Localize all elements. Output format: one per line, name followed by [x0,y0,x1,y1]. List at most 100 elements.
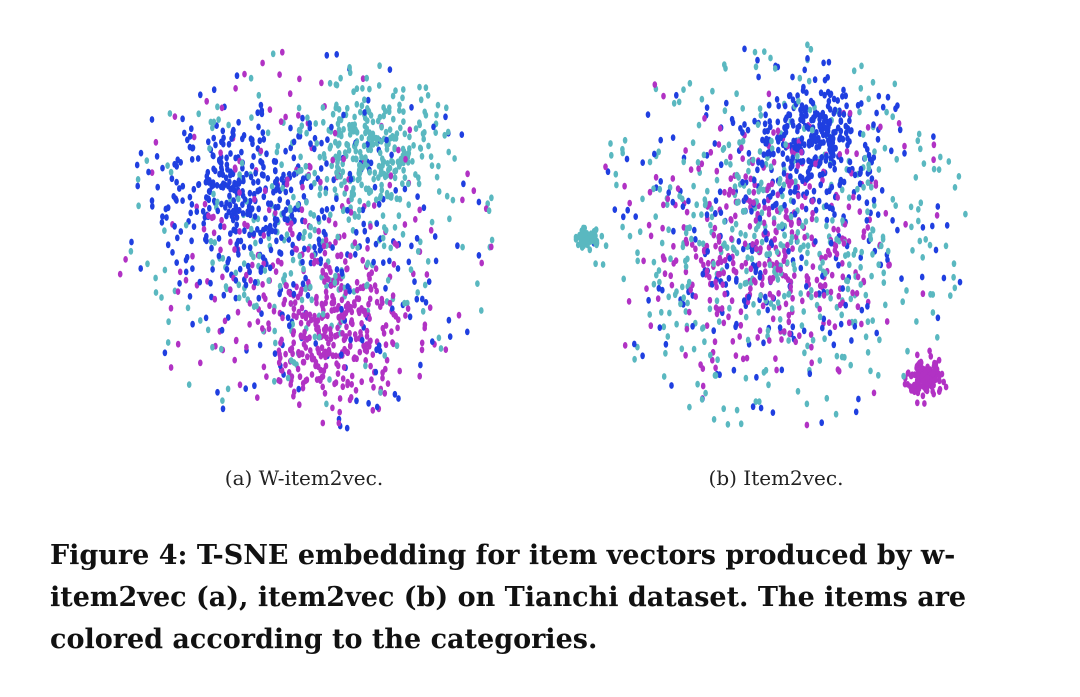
scatter-point-teal [303,285,308,293]
scatter-point-blue [256,123,261,131]
scatter-point-blue [291,281,296,288]
scatter-point-teal [674,320,679,328]
scatter-point-blue [423,299,429,306]
scatter-point-teal [274,148,280,156]
scatter-point-blue [752,117,757,125]
scatter-point-blue [855,101,861,109]
scatter-point-magenta [283,113,288,121]
scatter-point-blue [798,116,803,123]
scatter-point-magenta [368,223,373,230]
scatter-point-teal [869,183,874,191]
scatter-point-blue [266,230,271,237]
scatter-point-blue [207,204,212,212]
scatter-point-magenta [465,170,470,178]
scatter-point-teal [738,420,744,428]
scatter-point-blue [867,156,873,163]
scatter-point-blue [300,175,306,183]
scatter-point-blue [813,238,818,245]
scatter-point-blue [189,125,194,133]
scatter-point-teal [777,175,783,183]
scatter-point-blue [731,366,737,374]
scatter-point-teal [144,157,150,165]
scatter-point-magenta [688,286,693,294]
scatter-point-blue [756,159,761,166]
scatter-point-teal [890,195,896,203]
scatter-point-teal [921,160,927,168]
scatter-point-magenta [829,271,835,279]
scatter-point-teal [393,87,398,94]
scatter-point-teal [417,121,423,129]
scatter-point-blue [841,111,847,118]
scatter-point-blue [271,157,277,165]
scatter-point-blue [312,243,317,251]
scatter-point-teal [943,242,949,250]
scatter-point-magenta [753,278,758,286]
scatter-point-magenta [320,302,325,310]
scatter-point-magenta [390,339,395,346]
scatter-point-blue [264,150,269,158]
scatter-point-teal [358,108,363,116]
scatter-point-teal [676,98,682,106]
scatter-point-magenta [354,295,360,302]
scatter-point-teal [722,240,727,248]
scatter-point-magenta [308,316,314,324]
scatter-point-teal [963,210,968,218]
scatter-point-magenta [341,232,347,240]
scatter-point-magenta [766,210,772,218]
scatter-point-magenta [785,241,790,249]
scatter-point-teal [744,267,749,275]
scatter-point-magenta [782,328,787,335]
scatter-point-teal [905,347,910,355]
scatter-point-magenta [370,406,376,414]
scatter-point-blue [325,136,330,143]
scatter-point-teal [289,357,294,364]
scatter-point-teal [351,185,356,192]
scatter-point-teal [381,104,386,111]
scatter-point-teal [635,249,640,257]
scatter-point-teal [635,257,640,265]
scatter-point-teal [666,293,671,301]
scatter-point-blue [389,151,394,159]
scatter-point-blue [734,320,739,328]
scatter-point-teal [621,275,626,283]
scatter-point-magenta [278,118,284,125]
scatter-point-magenta [783,213,789,221]
scatter-point-magenta [428,226,434,234]
scatter-point-teal [317,153,323,161]
scatter-point-magenta [322,249,328,257]
scatter-point-teal [701,151,707,159]
scatter-point-blue [245,262,251,270]
scatter-point-teal [908,203,914,211]
scatter-point-magenta [175,340,181,348]
scatter-point-magenta [198,359,203,367]
scatter-point-magenta [252,195,257,203]
scatter-point-magenta [245,222,250,230]
scatter-point-blue [775,118,781,126]
scatter-point-magenta [748,175,753,183]
scatter-point-blue [345,283,351,290]
scatter-point-magenta [700,382,706,390]
scatter-point-blue [817,123,823,130]
scatter-point-teal [728,161,733,168]
scatter-point-blue [182,129,187,137]
scatter-point-teal [317,191,322,199]
scatter-point-magenta [352,301,357,309]
scatter-point-magenta [704,242,710,250]
scatter-point-magenta [779,336,784,343]
scatter-point-magenta [835,366,841,373]
scatter-point-blue [190,320,195,328]
scatter-point-teal [830,217,835,224]
scatter-point-teal [153,289,159,296]
scatter-point-blue [919,273,925,281]
scatter-point-blue [251,230,257,238]
scatter-point-teal [587,246,593,254]
scatter-point-teal [368,146,374,154]
scatter-point-teal [370,130,376,138]
scatter-point-magenta [330,352,336,360]
scatter-point-magenta [934,212,940,219]
scatter-point-teal [262,267,268,274]
scatter-point-teal [671,99,677,107]
scatter-point-magenta [368,362,373,370]
scatter-point-blue [705,248,710,255]
scatter-point-blue [807,370,813,378]
